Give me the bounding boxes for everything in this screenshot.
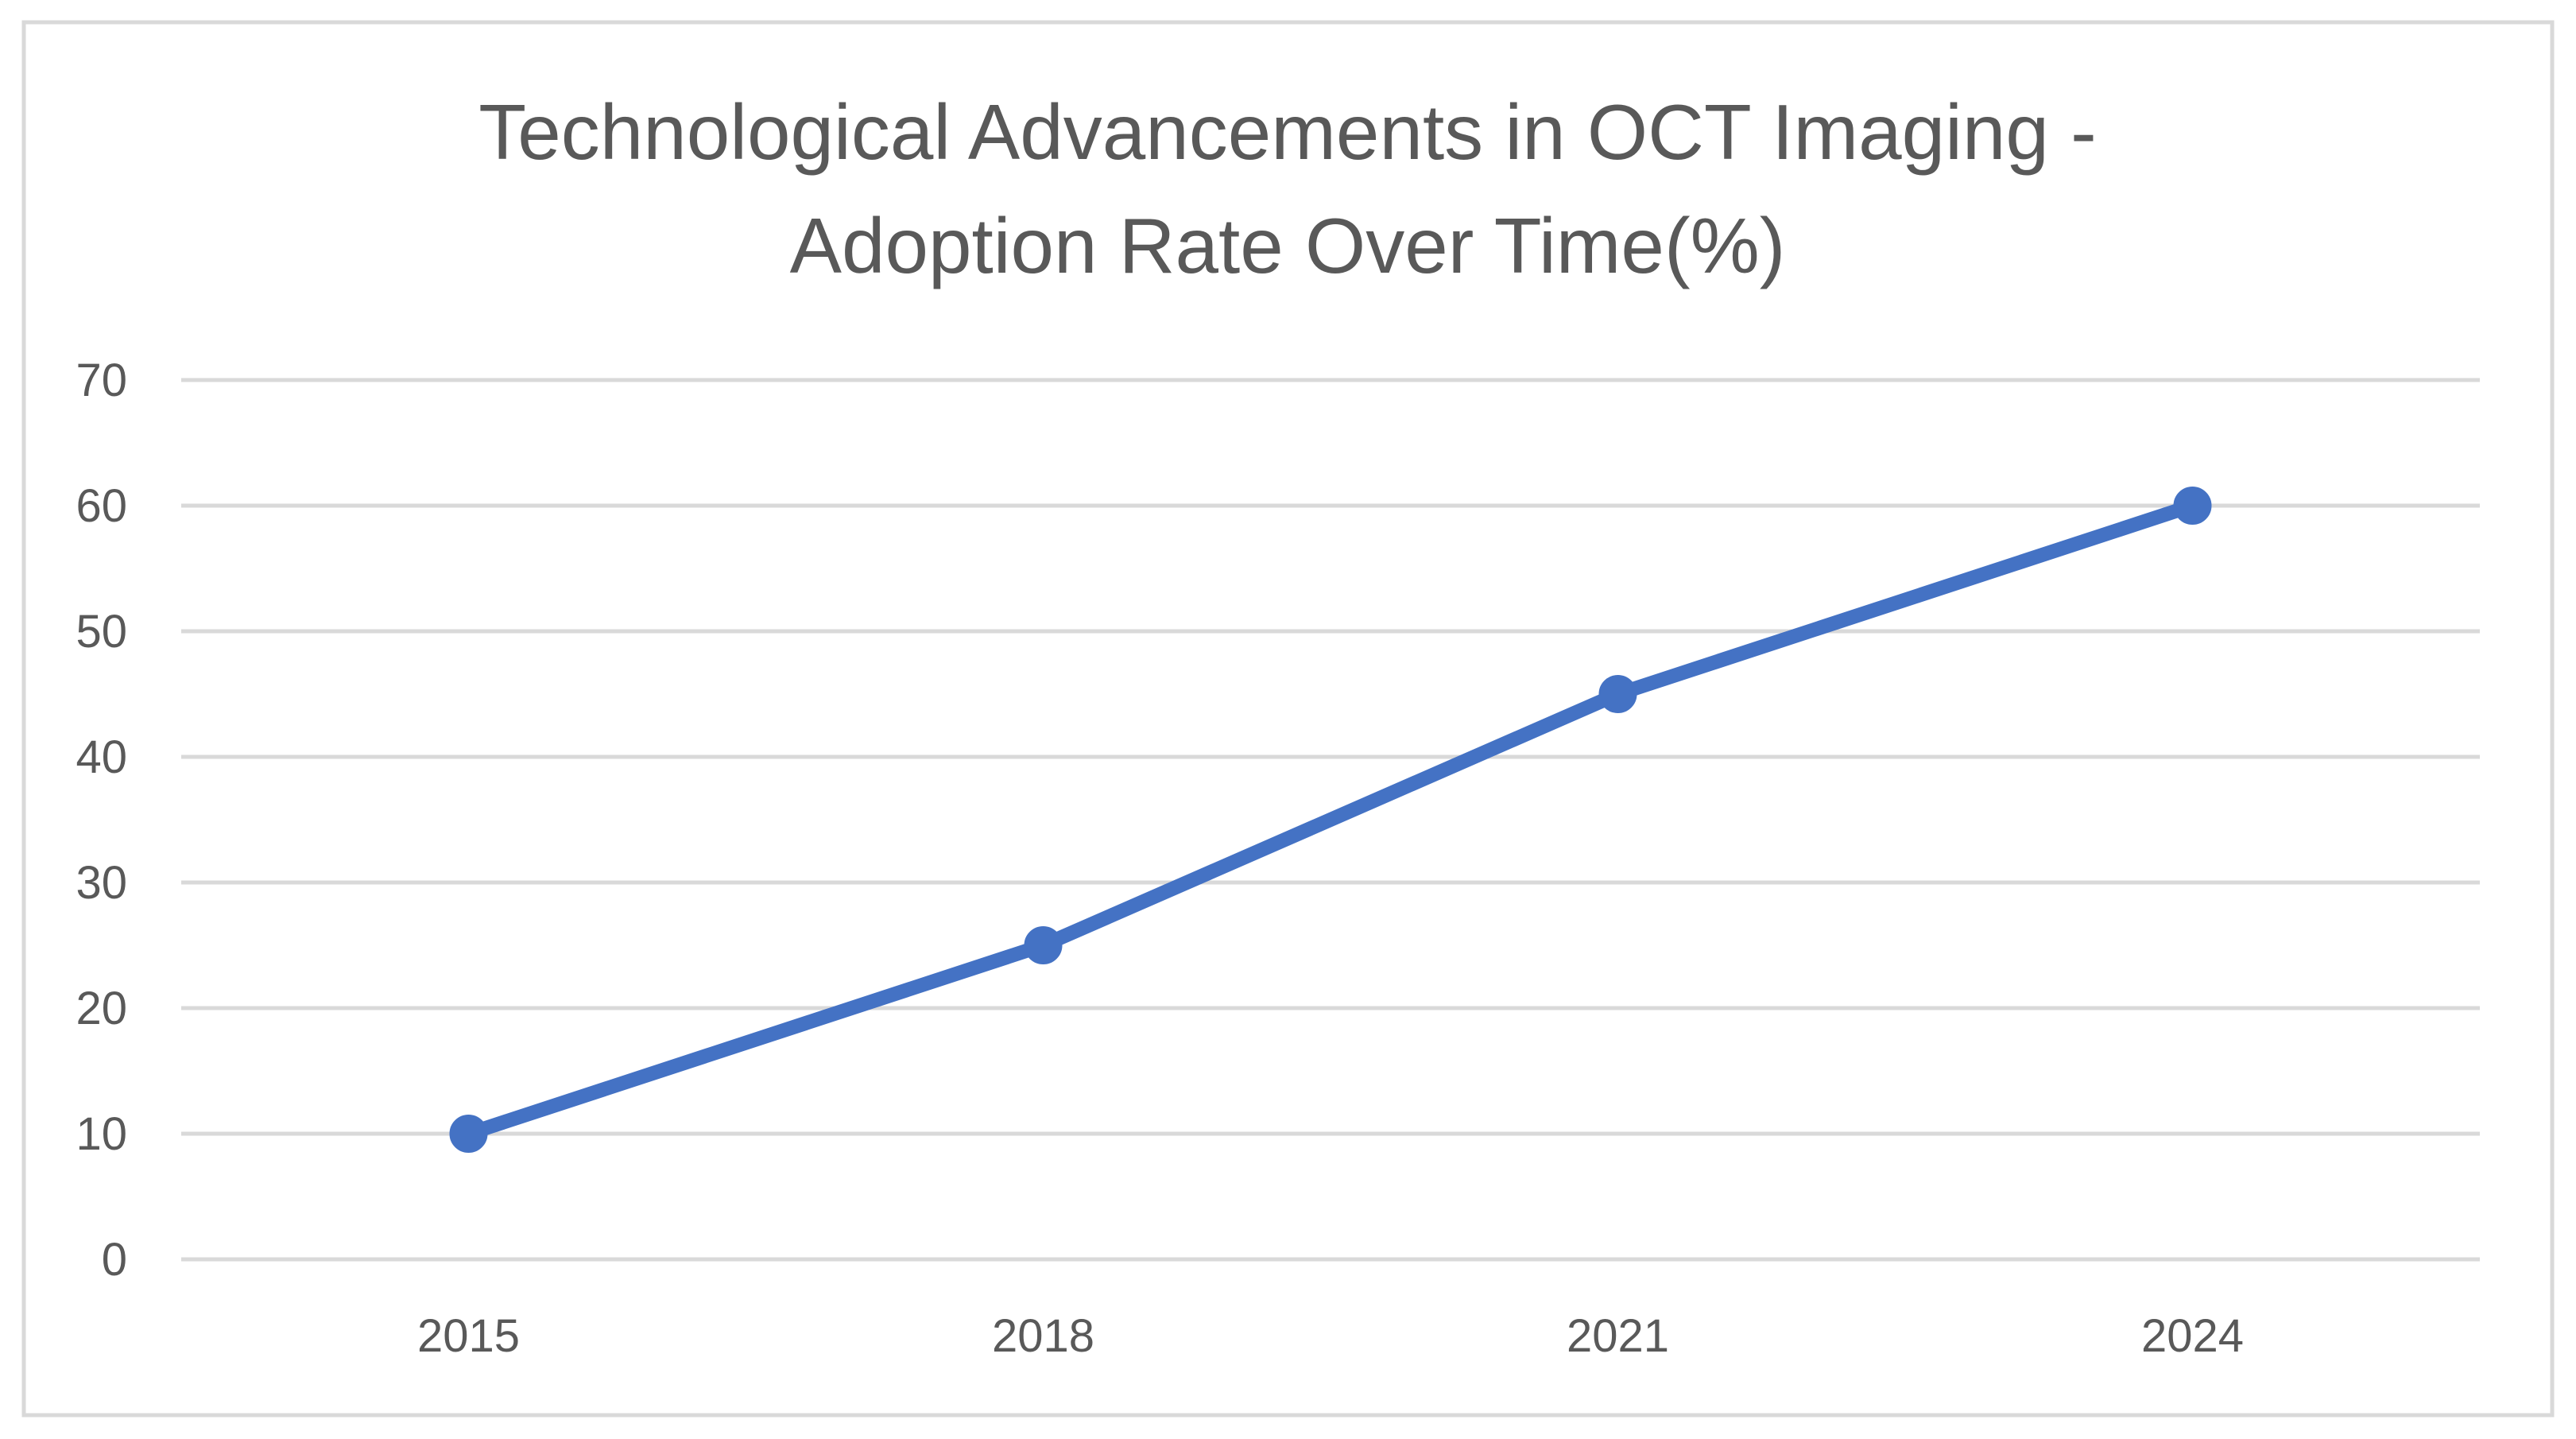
data-point-2015: [449, 1115, 488, 1153]
gridlines: [181, 378, 2480, 1262]
data-point-2018: [1024, 926, 1063, 964]
series-layer: [449, 487, 2212, 1153]
x-tick-label: 2015: [417, 1310, 520, 1362]
data-point-2024: [2173, 487, 2212, 525]
x-axis: 2015 2018 2021 2024: [417, 1310, 2244, 1362]
y-tick-label: 0: [102, 1234, 127, 1286]
x-tick-label: 2021: [1567, 1310, 1669, 1362]
y-tick-label: 60: [76, 480, 127, 532]
y-tick-label: 20: [76, 983, 127, 1034]
chart-title-line-1: Technological Advancements in OCT Imagin…: [478, 88, 2096, 176]
x-tick-label: 2024: [2141, 1310, 2244, 1362]
y-tick-label: 50: [76, 606, 127, 657]
data-point-2021: [1598, 675, 1637, 713]
y-tick-label: 30: [76, 857, 127, 909]
chart-border: [21, 20, 2555, 1418]
y-tick-label: 40: [76, 731, 127, 783]
y-tick-label: 70: [76, 355, 127, 406]
x-tick-label: 2018: [992, 1310, 1094, 1362]
y-axis: 0 10 20 30 40 50 60 70: [76, 355, 127, 1286]
series-line: [461, 498, 2200, 1141]
y-tick-label: 10: [76, 1108, 127, 1160]
chart-title-line-2: Adoption Rate Over Time(%): [790, 202, 1786, 289]
